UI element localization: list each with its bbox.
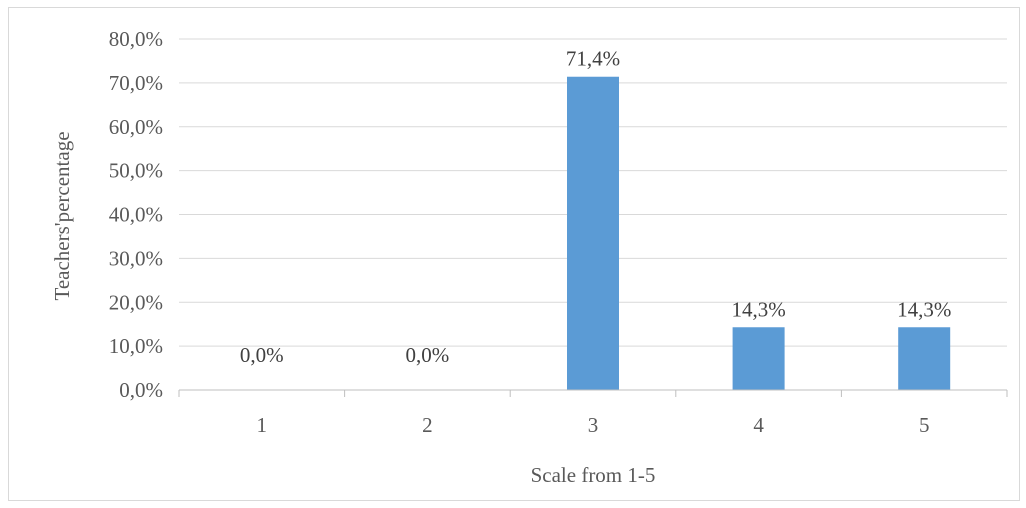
x-axis-title: Scale from 1-5 [531, 463, 656, 487]
y-tick-label: 0,0% [119, 378, 163, 402]
x-tick-label: 5 [919, 413, 930, 437]
x-tick-labels: 1 2 3 4 5 [257, 413, 930, 437]
bars [567, 76, 951, 391]
y-tick-label: 30,0% [109, 246, 163, 270]
bar [898, 327, 951, 390]
data-label: 14,3% [897, 297, 951, 321]
data-label: 71,4% [566, 47, 620, 71]
y-axis-title: Teachers'percentage [50, 131, 74, 300]
bar [567, 76, 619, 391]
y-tick-label: 70,0% [109, 71, 163, 95]
y-tick-label: 80,0% [109, 27, 163, 51]
chart-frame [8, 7, 1020, 501]
x-tick-label: 3 [588, 413, 599, 437]
y-tick-label: 60,0% [109, 115, 163, 139]
data-label: 0,0% [240, 343, 284, 367]
x-tick-label: 1 [257, 413, 268, 437]
y-tick-label: 10,0% [109, 334, 163, 358]
x-tick-marks [178, 390, 1008, 397]
bar [732, 327, 785, 390]
data-labels: 0,0% 0,0% 71,4% 14,3% 14,3% [240, 47, 951, 367]
y-tick-label: 50,0% [109, 159, 163, 183]
y-tick-label: 20,0% [109, 290, 163, 314]
x-tick-label: 4 [753, 413, 764, 437]
x-tick-label: 2 [422, 413, 433, 437]
data-label: 14,3% [731, 297, 785, 321]
data-label: 0,0% [406, 343, 450, 367]
y-tick-label: 40,0% [109, 203, 163, 227]
y-tick-labels: 0,0% 10,0% 20,0% 30,0% 40,0% 50,0% 60,0% 70,0% 8… [109, 27, 163, 402]
